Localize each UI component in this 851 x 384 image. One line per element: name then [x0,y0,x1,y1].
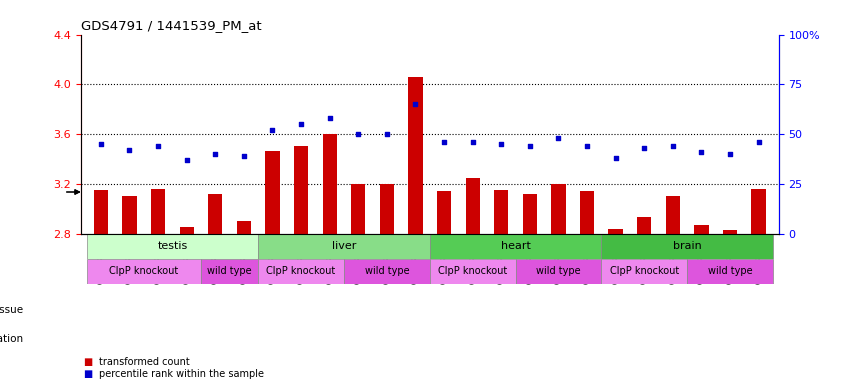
Point [237,153,251,159]
Bar [465,177,480,233]
Text: ClpP knockout: ClpP knockout [438,266,507,276]
Bar [494,190,508,233]
Bar [608,228,623,233]
Bar [665,196,680,233]
Bar [151,189,165,233]
Text: wild type: wild type [708,266,752,276]
Text: transformed count: transformed count [99,357,190,367]
Point [465,139,479,145]
Text: genotype/variation: genotype/variation [0,334,24,344]
Text: ClpP knockout: ClpP knockout [109,266,179,276]
Bar [430,233,602,259]
Bar [687,259,773,284]
Bar [344,259,430,284]
Point [94,141,108,147]
Text: ■: ■ [83,357,93,367]
Bar [351,184,365,233]
Bar [380,184,394,233]
Point [208,151,222,157]
Point [123,147,136,153]
Bar [123,196,137,233]
Point [580,143,594,149]
Point [523,143,537,149]
Point [323,115,336,121]
Point [380,131,394,137]
Bar [523,194,537,233]
Bar [602,259,687,284]
Point [608,155,622,161]
Point [666,143,680,149]
Bar [201,259,258,284]
Bar [237,221,251,233]
Bar [87,233,258,259]
Text: wild type: wild type [208,266,252,276]
Text: brain: brain [673,241,701,251]
Bar [208,194,222,233]
Bar [258,259,344,284]
Bar [722,230,737,233]
Bar [637,217,651,233]
Point [180,157,193,163]
Bar [751,189,766,233]
Bar [602,233,773,259]
Point [694,149,708,155]
Text: heart: heart [500,241,530,251]
Text: GDS4791 / 1441539_PM_at: GDS4791 / 1441539_PM_at [81,19,261,32]
Text: liver: liver [332,241,357,251]
Point [294,121,308,127]
Point [494,141,508,147]
Point [408,101,422,107]
Bar [551,184,566,233]
Bar [294,146,308,233]
Bar [323,134,337,233]
Bar [258,233,430,259]
Point [751,139,765,145]
Text: testis: testis [157,241,187,251]
Bar [437,191,451,233]
Text: ClpP knockout: ClpP knockout [609,266,679,276]
Bar [180,227,194,233]
Text: wild type: wild type [364,266,409,276]
Bar [516,259,602,284]
Point [351,131,365,137]
Text: ■: ■ [83,369,93,379]
Text: tissue: tissue [0,305,24,315]
Bar [694,225,709,233]
Bar [580,191,594,233]
Bar [430,259,516,284]
Bar [408,77,423,233]
Text: percentile rank within the sample: percentile rank within the sample [99,369,264,379]
Point [551,135,565,141]
Text: wild type: wild type [536,266,580,276]
Point [637,145,651,151]
Bar [94,190,108,233]
Bar [266,151,280,233]
Bar [87,259,201,284]
Point [437,139,451,145]
Point [151,143,165,149]
Text: ClpP knockout: ClpP knockout [266,266,335,276]
Point [723,151,737,157]
Point [266,127,279,133]
